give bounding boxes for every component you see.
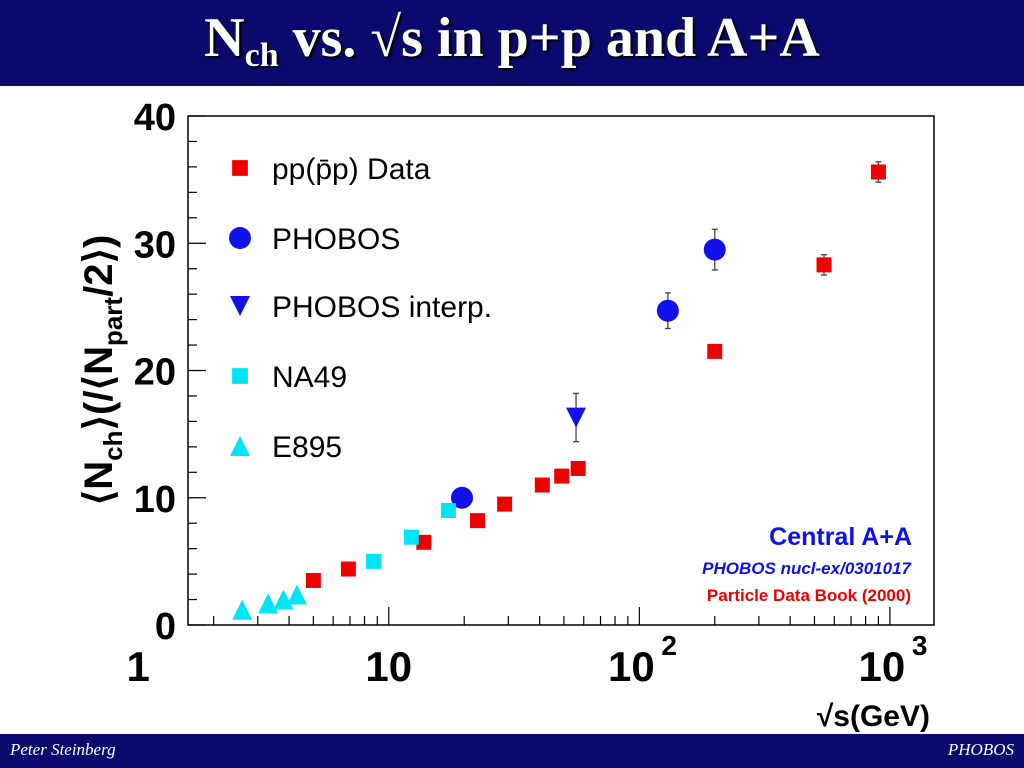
x-tick-label: 10 — [365, 643, 412, 690]
data-points — [232, 161, 886, 620]
x-tick-label: 1 — [127, 643, 150, 690]
data-point — [469, 513, 485, 529]
legend-label: PHOBOS — [272, 223, 400, 256]
title-main: N — [204, 7, 245, 69]
legend-label: NA49 — [272, 361, 347, 394]
data-point — [305, 572, 321, 588]
data-point — [703, 238, 726, 261]
slide-title: Nch vs. √s in p+p and A+A — [0, 6, 1024, 75]
legend: pp(p̄p) Data PHOBOS PHOBOS interp. NA49 E895 — [229, 153, 492, 464]
data-point — [497, 496, 513, 512]
legend-marker — [232, 368, 248, 384]
data-point — [258, 593, 279, 614]
x-tick-label: 10 — [608, 643, 655, 690]
y-tick-label: 20 — [134, 352, 176, 394]
plot-frame — [187, 115, 935, 626]
title-rest: vs. √s in p+p and A+A — [278, 7, 820, 69]
data-point — [273, 589, 294, 610]
data-point — [440, 502, 456, 518]
data-point — [656, 299, 679, 322]
annotation-phobos-ref: PHOBOS nucl-ex/0301017 — [702, 559, 912, 578]
y-label-part3: /2⟩) — [77, 235, 121, 297]
x-axis-label: √s(GeV) — [817, 700, 930, 733]
y-label-part1: ⟨N — [77, 461, 121, 506]
data-point — [870, 164, 886, 180]
data-point — [403, 529, 419, 545]
legend-marker — [232, 160, 248, 176]
y-tick-label: 30 — [134, 224, 176, 266]
footer-label: PHOBOS — [947, 740, 1014, 759]
data-point — [451, 486, 474, 509]
y-axis-label: ⟨Nch⟩(/⟨Npart/2⟩) — [77, 235, 128, 506]
x-axis: 1 10 10 2 10 3 — [127, 607, 928, 690]
y-tick-label: 40 — [134, 97, 176, 139]
legend-label: PHOBOS interp. — [272, 291, 492, 324]
y-label-sub2: part — [98, 297, 128, 346]
x-tick-exponent: 2 — [661, 630, 677, 661]
data-point — [416, 534, 432, 550]
x-tick-exponent: 3 — [912, 630, 928, 661]
data-point — [340, 561, 356, 577]
legend-label: E895 — [272, 431, 342, 464]
data-point — [534, 477, 550, 493]
data-point — [570, 460, 586, 476]
annotation-pdb-ref: Particle Data Book (2000) — [707, 586, 911, 605]
footer-bar — [0, 734, 1024, 768]
title-bar — [0, 0, 1024, 86]
data-point — [232, 599, 253, 620]
x-tick-label: 10 — [859, 643, 906, 690]
legend-label: pp(p̄p) Data — [272, 153, 431, 186]
title-subscript: ch — [244, 37, 279, 74]
y-axis: 0 10 20 30 40 — [134, 97, 206, 648]
legend-marker — [230, 296, 250, 316]
data-point — [286, 584, 307, 605]
y-tick-label: 0 — [155, 606, 176, 648]
footer-author: Peter Steinberg — [10, 740, 116, 759]
y-tick-label: 10 — [134, 479, 176, 521]
legend-marker — [229, 227, 251, 249]
data-point — [554, 468, 570, 484]
data-point — [366, 553, 382, 569]
y-label-sub1: ch — [98, 431, 128, 461]
annotation-central: Central A+A — [769, 523, 912, 551]
data-point — [566, 407, 587, 428]
y-label-part2: ⟩(/⟨N — [77, 346, 121, 431]
data-point — [707, 343, 723, 359]
legend-marker — [230, 436, 250, 456]
data-point — [816, 257, 832, 273]
